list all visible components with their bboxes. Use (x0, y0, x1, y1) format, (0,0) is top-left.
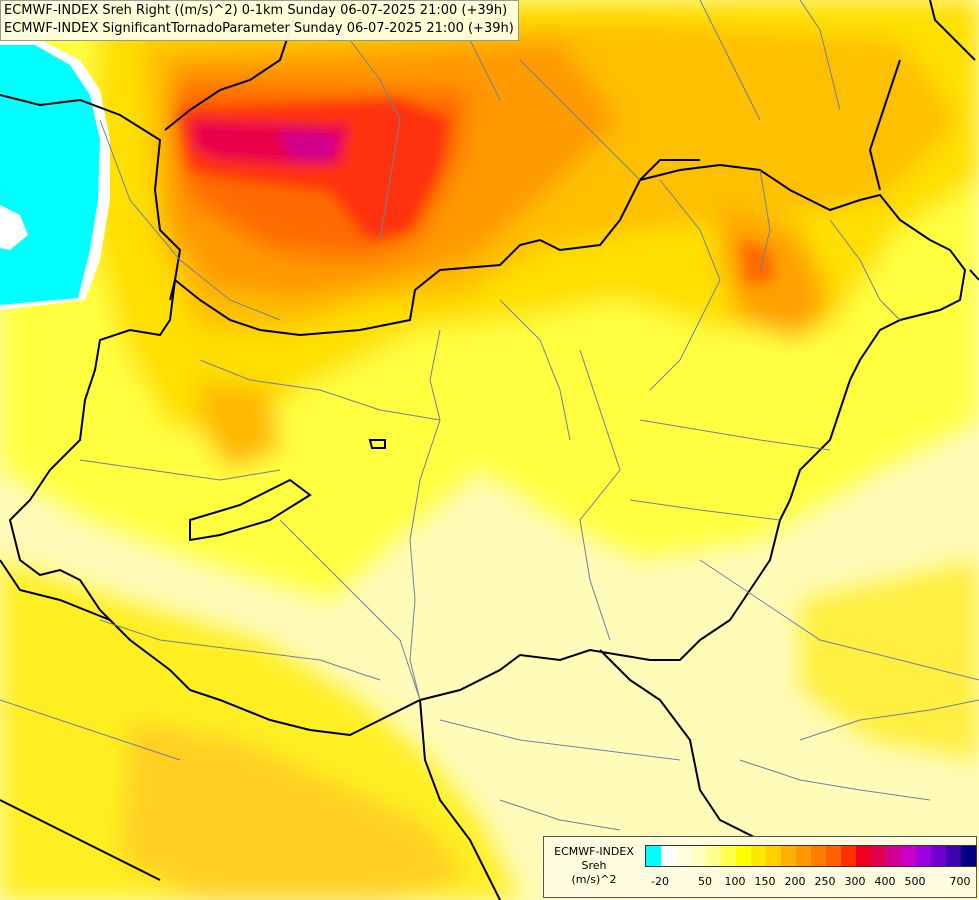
legend-tick-label: 200 (784, 875, 806, 888)
legend-swatch (931, 846, 946, 866)
legend-tick-label: 100 (724, 875, 746, 888)
legend-swatch (901, 846, 916, 866)
legend-swatch (751, 846, 766, 866)
legend-swatch (826, 846, 841, 866)
sea-area (0, 40, 110, 310)
legend-tick-label: 50 (698, 875, 712, 888)
legend-source: ECMWF-INDEX (554, 845, 634, 858)
legend-tick-label: 500 (904, 875, 926, 888)
legend-swatch (796, 846, 811, 866)
legend-swatch (811, 846, 826, 866)
legend-swatch (871, 846, 886, 866)
legend-swatch (721, 846, 736, 866)
legend-swatch (781, 846, 796, 866)
legend-tick-label: 150 (754, 875, 776, 888)
legend-swatch (676, 846, 691, 866)
title-line-stp: ECMWF-INDEX SignificantTornadoParameter … (4, 21, 514, 36)
legend-variable: Sreh (581, 859, 607, 872)
title-line-sreh: ECMWF-INDEX Sreh Right ((m/s)^2) 0-1km S… (4, 3, 508, 18)
legend-swatch (736, 846, 751, 866)
legend-swatch (856, 846, 871, 866)
field-core (180, 100, 775, 285)
legend-tick-label: -20 (651, 875, 669, 888)
legend-name: ECMWF-INDEX Sreh (m/s)^2 (544, 845, 644, 887)
map-title-box: ECMWF-INDEX Sreh Right ((m/s)^2) 0-1km S… (0, 0, 519, 41)
legend-tick-label: 700 (949, 875, 971, 888)
legend-swatch (766, 846, 781, 866)
legend-swatch (916, 846, 931, 866)
legend-swatch (841, 846, 856, 866)
legend-swatch (646, 846, 661, 866)
region-lines (0, 0, 979, 831)
legend-swatch (946, 846, 961, 866)
color-legend: ECMWF-INDEX Sreh (m/s)^2 -20 50 100 150 200 2… (543, 836, 977, 898)
legend-tick-label: 400 (874, 875, 896, 888)
legend-swatch (961, 846, 976, 866)
legend-tick-label: 250 (814, 875, 836, 888)
legend-swatch (691, 846, 706, 866)
legend-ticks: -20 50 100 150 200 250 300 400 500 700 (645, 875, 975, 891)
legend-swatch (706, 846, 721, 866)
legend-tick-label: 300 (844, 875, 866, 888)
legend-unit: (m/s)^2 (571, 873, 617, 886)
legend-swatches (645, 845, 977, 867)
legend-swatch (661, 846, 676, 866)
legend-swatch (886, 846, 901, 866)
